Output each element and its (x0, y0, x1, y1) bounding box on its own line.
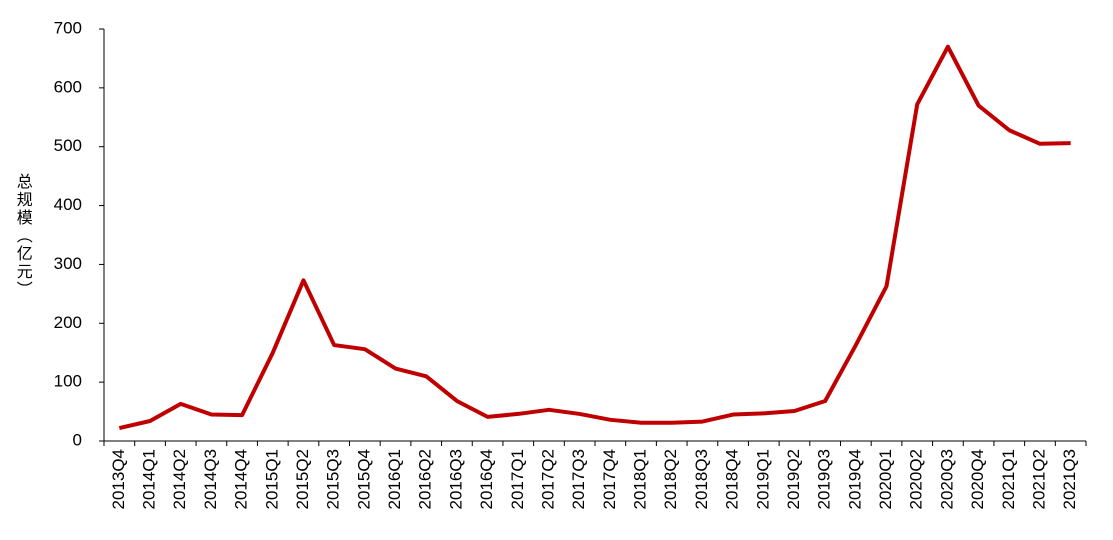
x-tick-label: 2020Q4 (968, 449, 987, 510)
x-tick-label: 2017Q1 (508, 449, 527, 510)
x-tick-label: 2019Q3 (815, 449, 834, 510)
x-tick-label: 2020Q3 (937, 449, 956, 510)
x-tick-label: 2016Q2 (416, 449, 435, 510)
y-tick-label: 100 (54, 372, 82, 391)
x-tick-label: 2014Q1 (140, 449, 159, 510)
data-line (118, 44, 1071, 431)
x-tick-label: 2021Q2 (1029, 449, 1048, 510)
x-tick-label: 2014Q2 (170, 449, 189, 510)
x-tick-label: 2014Q3 (201, 449, 220, 510)
x-tick-label: 2014Q4 (232, 449, 251, 510)
y-tick-label: 600 (54, 77, 82, 96)
x-tick-label: 2019Q4 (845, 449, 864, 510)
x-tick-label: 2017Q3 (569, 449, 588, 510)
x-tick-label: 2016Q4 (477, 449, 496, 510)
x-tick-label: 2013Q4 (109, 449, 128, 510)
x-tick-label: 2020Q2 (907, 449, 926, 510)
x-tick-label: 2018Q4 (723, 449, 742, 510)
x-tick-label: 2016Q1 (385, 449, 404, 510)
x-tick-label: 2016Q3 (446, 449, 465, 510)
x-tick-label: 2021Q3 (1060, 449, 1079, 510)
x-tick-label: 2018Q3 (692, 449, 711, 510)
y-tick-label: 500 (54, 136, 82, 155)
x-tick-label: 2017Q4 (600, 449, 619, 510)
x-tick-label: 2018Q1 (631, 449, 650, 510)
x-tick-label: 2018Q2 (661, 449, 680, 510)
y-tick-label: 200 (54, 313, 82, 332)
x-tick-label: 2019Q2 (784, 449, 803, 510)
y-tick-label: 700 (54, 18, 82, 37)
x-tick-label: 2019Q1 (753, 449, 772, 510)
x-tick-label: 2020Q1 (876, 449, 895, 510)
x-tick-label: 2015Q4 (354, 449, 373, 510)
y-tick-label: 400 (54, 195, 82, 214)
x-tick-label: 2015Q1 (262, 449, 281, 510)
y-tick-label: 300 (54, 254, 82, 273)
y-tick-label: 0 (73, 430, 82, 449)
x-tick-label: 2015Q2 (293, 449, 312, 510)
x-tick-label: 2017Q2 (538, 449, 557, 510)
y-axis-label: 总规模（亿元） (14, 173, 33, 299)
x-tick-label: 2021Q1 (999, 449, 1018, 510)
x-tick-label: 2015Q3 (324, 449, 343, 510)
